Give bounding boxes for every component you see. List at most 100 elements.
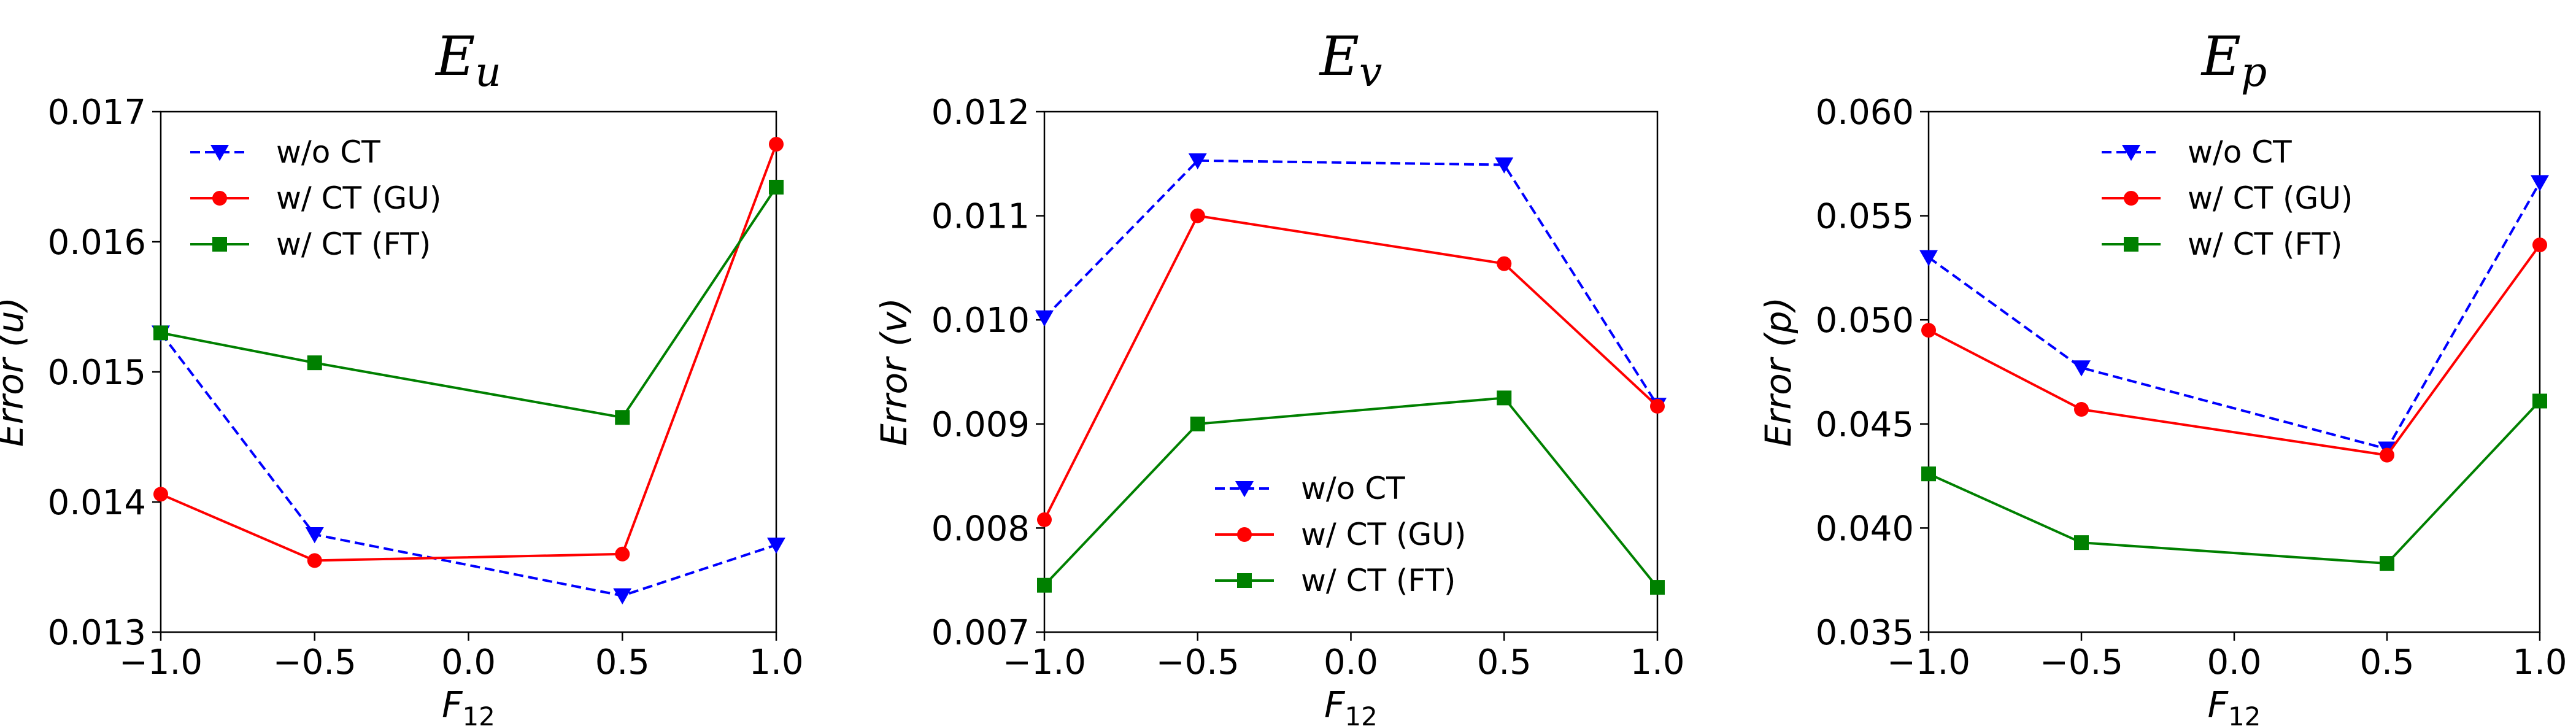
data-point xyxy=(1921,466,1936,482)
chart-title-subscript: u xyxy=(475,48,501,96)
legend: w/o CT w/ CT (GU) w/ CT (FT) xyxy=(2102,134,2353,262)
y-tick-label: 0.013 xyxy=(48,613,146,653)
y-axis-label: Error (v) xyxy=(873,298,915,446)
y-tick-label: 0.009 xyxy=(931,405,1030,445)
data-point xyxy=(1650,398,1665,414)
data-point xyxy=(615,546,630,562)
x-tick-label: −1.0 xyxy=(1003,643,1086,682)
x-tick-label: −0.5 xyxy=(2040,643,2123,682)
subplot-1: Eu −1.0 −0.5 0.0 0.5 1.0 0.013 0.014 0.015 0.016 0… xyxy=(0,25,804,726)
x-tick-label: 0.5 xyxy=(2359,643,2414,682)
x-axis-label: F12 xyxy=(442,684,495,726)
x-axis-label-main: F xyxy=(442,684,463,725)
series-1 xyxy=(152,325,785,604)
y-tick-label: 0.045 xyxy=(1816,405,1914,445)
data-point xyxy=(1035,310,1054,327)
subplot-2: Ev −1.0 −0.5 0.0 0.5 1.0 0.007 0.008 0.009 0.010 0… xyxy=(873,25,1685,726)
legend-label: w/ CT (GU) xyxy=(276,180,441,216)
data-point xyxy=(1919,250,1938,266)
x-tick-label: −1.0 xyxy=(1887,643,1970,682)
data-point xyxy=(613,588,632,604)
legend-label: w/ CT (GU) xyxy=(1301,517,1466,552)
legend-marker xyxy=(1237,573,1252,588)
data-point xyxy=(307,355,322,371)
y-tick-label: 0.007 xyxy=(931,613,1030,653)
data-point xyxy=(1190,208,1205,223)
plot-frame xyxy=(160,110,777,633)
y-tick-label: 0.012 xyxy=(931,93,1030,133)
legend: w/o CT w/ CT (GU) w/ CT (FT) xyxy=(1215,471,1466,598)
legend: w/o CT w/ CT (GU) w/ CT (FT) xyxy=(190,134,441,262)
legend-marker xyxy=(212,237,227,252)
data-point xyxy=(2380,447,2394,463)
x-tick-label: −0.5 xyxy=(1156,643,1240,682)
x-tick-label: 0.0 xyxy=(441,643,496,682)
data-point xyxy=(769,179,784,195)
series-2 xyxy=(1921,237,2547,463)
x-axis-label-main: F xyxy=(1324,684,1346,725)
legend-marker xyxy=(2124,237,2138,252)
data-point xyxy=(1497,390,1512,406)
data-point xyxy=(307,553,322,568)
data-point xyxy=(2074,535,2089,550)
data-point xyxy=(1495,157,1514,174)
data-point xyxy=(2072,360,2091,377)
legend-label: w/o CT xyxy=(276,134,380,170)
data-point xyxy=(2074,402,2089,417)
legend-marker xyxy=(2124,191,2138,206)
series-line xyxy=(1927,182,2541,450)
y-tick-label: 0.016 xyxy=(48,223,146,263)
x-tick-label: 1.0 xyxy=(2512,643,2567,682)
x-tick-label: −0.5 xyxy=(273,643,357,682)
series-line xyxy=(160,144,777,562)
series-2 xyxy=(1037,208,1665,527)
legend-label: w/ CT (GU) xyxy=(2188,180,2353,216)
data-point xyxy=(1190,416,1205,431)
data-point xyxy=(153,325,168,341)
y-tick-label: 0.015 xyxy=(48,353,146,393)
series-3 xyxy=(153,179,784,425)
series-line xyxy=(160,332,777,597)
data-point xyxy=(1497,256,1512,271)
y-tick-label: 0.055 xyxy=(1816,197,1914,237)
x-axis-label-subscript: 12 xyxy=(2228,701,2261,726)
y-tick-label: 0.008 xyxy=(931,509,1030,549)
chart-title-main: E xyxy=(2200,25,2241,88)
chart-title: Ep xyxy=(2200,25,2267,96)
chart-title: Ev xyxy=(1319,25,1382,96)
legend-label: w/ CT (FT) xyxy=(276,226,431,262)
data-point xyxy=(2380,556,2394,571)
series-line xyxy=(160,186,777,419)
series-line xyxy=(1928,244,2541,457)
data-point xyxy=(1188,153,1207,169)
legend-label: w/ CT (FT) xyxy=(2188,226,2342,262)
y-tick-label: 0.040 xyxy=(1816,509,1914,549)
series-line xyxy=(1043,396,1659,589)
x-tick-label: 0.5 xyxy=(1477,643,1532,682)
series-1 xyxy=(1035,153,1667,414)
y-tick-label: 0.017 xyxy=(48,93,146,133)
x-tick-label: 0.0 xyxy=(1324,643,1378,682)
x-tick-label: 0.5 xyxy=(595,643,650,682)
chart-title: Eu xyxy=(434,25,501,96)
x-axis-label-subscript: 12 xyxy=(1344,701,1377,726)
x-tick-label: 1.0 xyxy=(1630,643,1684,682)
x-axis-label: F12 xyxy=(2208,684,2261,726)
data-point xyxy=(767,537,785,554)
chart-title-subscript: v xyxy=(1359,48,1382,96)
x-axis-label-subscript: 12 xyxy=(462,701,495,726)
x-tick-label: 0.0 xyxy=(2207,643,2261,682)
legend-label: w/o CT xyxy=(2188,134,2292,170)
data-point xyxy=(1650,580,1665,595)
y-tick-label: 0.050 xyxy=(1816,301,1914,341)
data-point xyxy=(2531,175,2549,191)
series-3 xyxy=(1037,390,1665,595)
legend-marker xyxy=(212,191,227,206)
series-3 xyxy=(1921,393,2547,571)
y-axis-label: Error (p) xyxy=(1757,297,1799,447)
data-point xyxy=(1037,577,1052,593)
subplot-3: Ep −1.0 −0.5 0.0 0.5 1.0 0.035 0.040 0.045 0.050 0… xyxy=(1757,25,2567,726)
x-tick-label: 1.0 xyxy=(749,643,803,682)
plot-frame xyxy=(1043,110,1659,633)
